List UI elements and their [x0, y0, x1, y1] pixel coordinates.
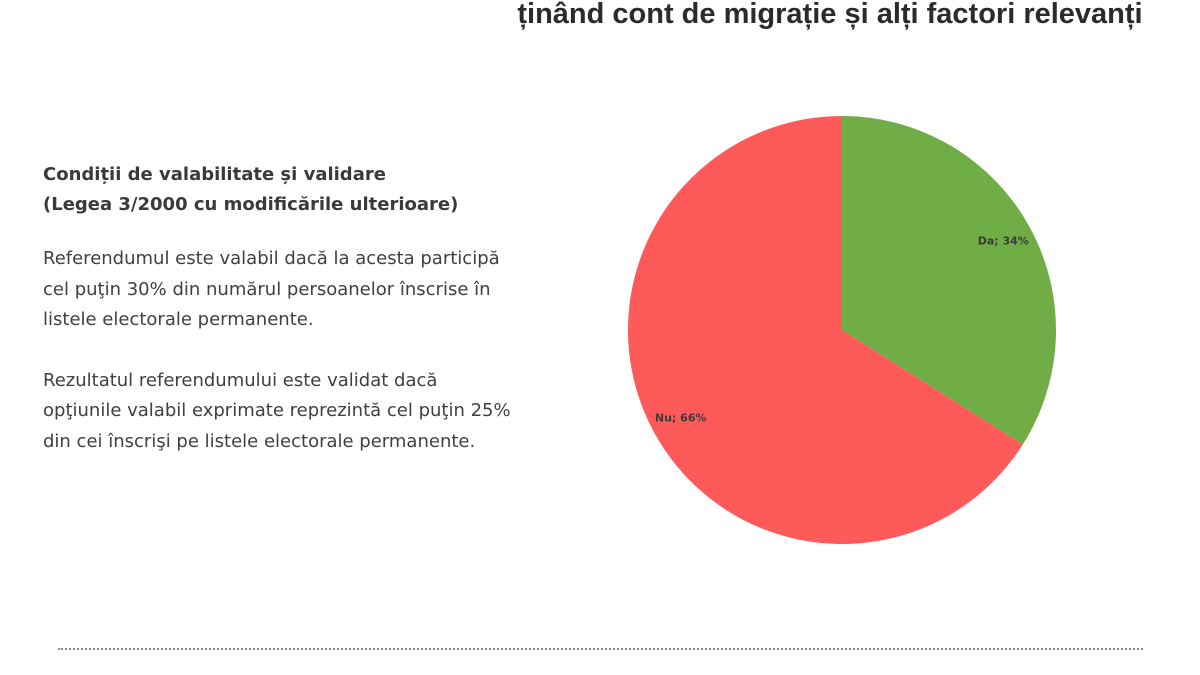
footer-divider: [58, 648, 1143, 650]
slide-title: ținând cont de migrație și alți factori …: [517, 0, 1143, 30]
pie-slice-nu: [628, 116, 1023, 544]
pie-slice-da: [842, 116, 1056, 445]
referendum-pie-chart: Da; 34% Nu; 66%: [600, 100, 1080, 570]
conditions-heading-line1: Condiții de valabilitate și validare: [43, 164, 386, 185]
conditions-heading: Condiții de valabilitate și validare (Le…: [43, 160, 513, 220]
validation-paragraph: Rezultatul referendumului este validat d…: [43, 369, 511, 452]
pie-chart-svg: Da; 34% Nu; 66%: [628, 116, 1056, 544]
pie-label-nu: Nu; 66%: [655, 412, 707, 425]
conditions-heading-line2: (Legea 3/2000 cu modificările ulterioare…: [43, 194, 459, 215]
pie-label-da: Da; 34%: [978, 234, 1029, 247]
validity-paragraph: Referendumul este valabil dacă la acesta…: [43, 248, 500, 330]
conditions-panel: Condiții de valabilitate și validare (Le…: [43, 160, 513, 487]
